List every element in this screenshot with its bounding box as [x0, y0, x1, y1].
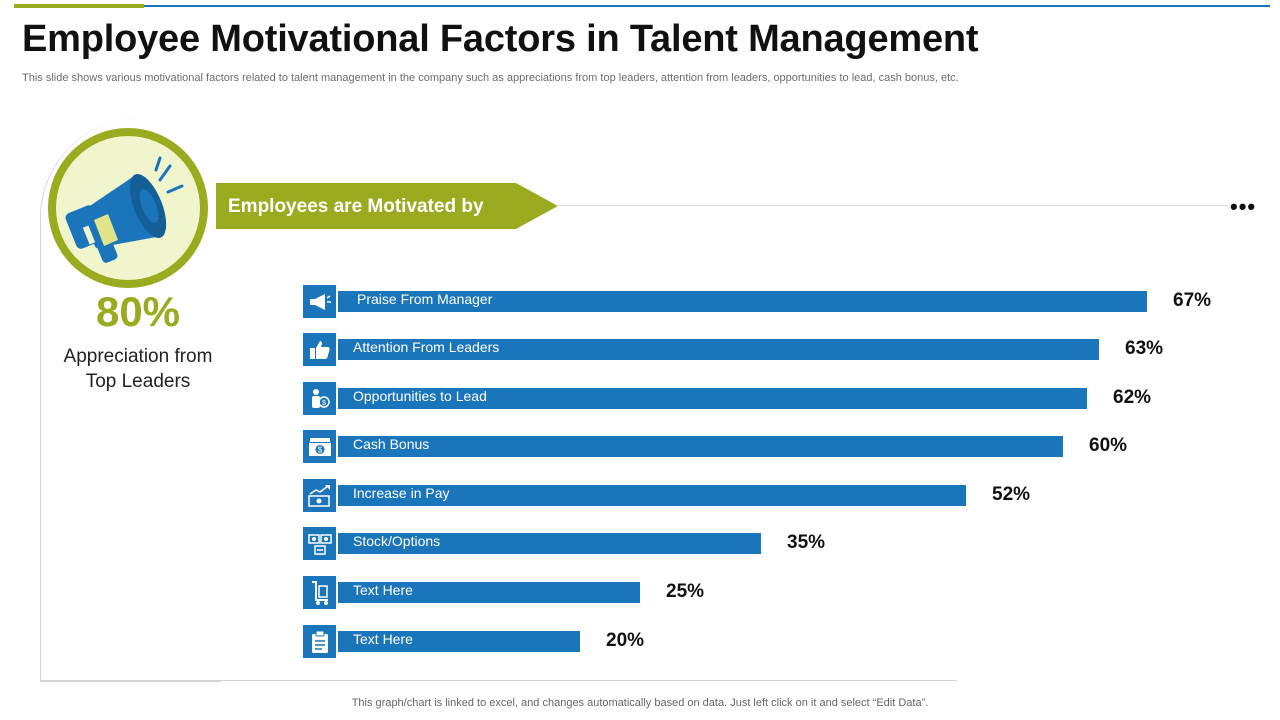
bar-label-4: Cash Bonus [353, 436, 430, 452]
kpi-label-line1: Appreciation from [63, 346, 213, 367]
bar-value-8: 20% [606, 630, 645, 651]
bar-icon-4: $ [303, 430, 336, 463]
bar-value-1: 67% [1173, 290, 1212, 311]
page-subtitle: This slide shows various motivational fa… [22, 72, 959, 84]
clipboard-icon [311, 630, 328, 653]
bar-icon-3: $ [303, 382, 336, 415]
panel-baseline [40, 680, 957, 681]
kpi-label-line2: Top Leaders [85, 371, 191, 392]
svg-text:$: $ [322, 400, 326, 407]
bar-label-2: Attention From Leaders [353, 339, 500, 355]
bar-5 [338, 485, 966, 506]
bar-2 [338, 339, 1099, 360]
cash-icon: $ [308, 437, 331, 456]
bar-1 [338, 291, 1147, 312]
bar-value-7: 25% [666, 581, 705, 602]
bar-label-7: Text Here [353, 582, 413, 598]
bar-label-3: Opportunities to Lead [353, 388, 487, 404]
bar-label-1: Praise From Manager [357, 291, 493, 307]
pay-increase-icon [307, 484, 330, 507]
bar-icon-7 [303, 576, 336, 609]
bar-label-8: Text Here [353, 631, 413, 647]
thumbs-up-icon [309, 340, 330, 359]
leader-icon: $ [311, 388, 330, 408]
bar-6 [338, 533, 761, 554]
bar-icon-6 [303, 527, 336, 560]
bar-icon-5 [303, 479, 336, 512]
bar-4 [338, 436, 1063, 457]
banner-text: Employees are Motivated by [228, 196, 484, 217]
more-dots-icon: ••• [1230, 194, 1257, 219]
bar-icon-2 [303, 333, 336, 366]
trolley-icon [311, 580, 328, 605]
bar-icon-1 [303, 285, 336, 318]
banner-arrow [216, 183, 558, 229]
bar-label-5: Increase in Pay [353, 485, 450, 501]
bar-7 [338, 582, 640, 603]
bar-value-3: 62% [1113, 387, 1152, 408]
banner-guide-line [556, 205, 1228, 206]
bar-icon-8 [303, 625, 336, 658]
stock-options-icon [307, 533, 332, 555]
kpi-value: 80% [95, 288, 181, 335]
top-accent-bar [14, 4, 144, 8]
bar-value-4: 60% [1089, 435, 1128, 456]
bar-value-5: 52% [992, 484, 1031, 505]
kpi-circle-inner [56, 136, 200, 280]
kpi-label: Appreciation from Top Leaders [38, 344, 238, 394]
page-title: Employee Motivational Factors in Talent … [22, 18, 979, 60]
svg-text:$: $ [317, 445, 322, 454]
bar-value-6: 35% [787, 532, 826, 553]
bar-value-2: 63% [1125, 338, 1164, 359]
megaphone-icon [309, 293, 331, 310]
kpi-panel-border [40, 118, 221, 682]
footer-note: This graph/chart is linked to excel, and… [351, 697, 929, 709]
megaphone-icon [65, 156, 184, 263]
top-rule [144, 5, 1270, 7]
bar-8 [338, 631, 580, 652]
bar-label-6: Stock/Options [353, 533, 441, 549]
bar-3 [338, 388, 1087, 409]
